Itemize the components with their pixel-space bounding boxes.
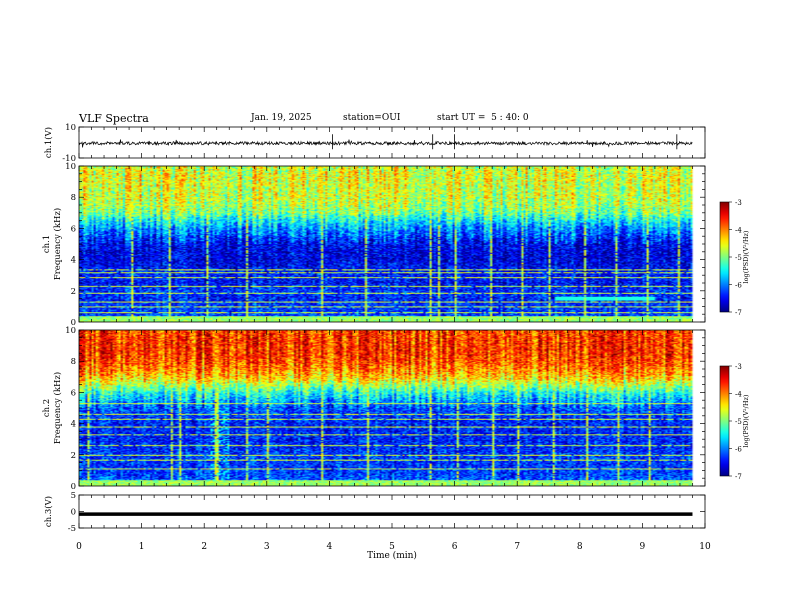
x-axis-label: Time (min)	[367, 550, 417, 561]
x-tick-label: 10	[699, 542, 711, 552]
spectrogram-image-1	[79, 166, 705, 322]
y-tick-label: 10	[65, 326, 76, 336]
colorbar-label: log(PSD)(V²/Hz)	[742, 394, 750, 447]
start-time-label: start UT = 5 : 40: 0	[437, 113, 529, 123]
y-tick-label: 6	[71, 388, 76, 398]
y-tick-label: 0	[71, 482, 76, 492]
y-tick-label: 4	[71, 256, 76, 266]
series-line	[78, 139, 693, 148]
y-tick-label: -5	[68, 524, 76, 534]
figure-title: VLF Spectra	[79, 112, 149, 125]
y-tick-label: 5	[71, 491, 76, 501]
channel-label: ch.2	[42, 399, 52, 417]
colorbar-label: log(PSD)(V²/Hz)	[742, 230, 750, 283]
x-tick-label: 2	[201, 542, 207, 552]
y-tick-label: 0	[71, 508, 76, 518]
colorbar-tick-label: -3	[735, 363, 742, 371]
y-tick-label: -10	[62, 154, 76, 164]
y-tick-label: 2	[71, 451, 76, 461]
x-tick-label: 8	[577, 542, 583, 552]
station-label: station=OUI	[343, 113, 401, 123]
x-tick-label: 7	[514, 542, 520, 552]
y-axis-label: ch.1(V)	[43, 127, 54, 158]
channel-label: ch.1	[42, 235, 52, 253]
date-label: Jan. 19, 2025	[251, 113, 312, 123]
colorbar-tick-label: -5	[735, 418, 742, 426]
x-tick-label: 6	[452, 542, 458, 552]
y-tick-label: 8	[71, 357, 76, 367]
y-axis-label: ch.3(V)	[43, 496, 54, 527]
spectrogram-image-2	[79, 330, 705, 486]
colorbar-1	[719, 201, 730, 313]
x-tick-label: 1	[139, 542, 145, 552]
y-axis-label: Frequency (kHz)	[52, 208, 63, 280]
colorbar-tick-label: -6	[735, 446, 742, 454]
y-tick-label: 2	[71, 287, 76, 297]
colorbar-tick-label: -7	[735, 473, 742, 481]
y-tick-label: 10	[65, 162, 76, 172]
colorbar-tick-label: -7	[735, 309, 742, 317]
x-tick-label: 4	[327, 542, 333, 552]
x-tick-label: 9	[640, 542, 646, 552]
y-tick-label: 6	[71, 224, 76, 234]
colorbar-tick-label: -3	[735, 199, 742, 207]
colorbar-tick-label: -6	[735, 282, 742, 290]
colorbar-tick-label: -4	[735, 227, 742, 235]
colorbar-2	[719, 365, 730, 477]
y-tick-label: 10	[65, 123, 76, 133]
colorbar-tick-label: -4	[735, 391, 742, 399]
y-tick-label: 0	[71, 318, 76, 328]
x-tick-label: 3	[264, 542, 270, 552]
colorbar-tick-label: -5	[735, 254, 742, 262]
x-tick-label: 5	[389, 542, 395, 552]
x-tick-label: 0	[76, 542, 82, 552]
y-tick-label: 4	[71, 420, 76, 430]
y-axis-label: Frequency (kHz)	[52, 372, 63, 444]
y-tick-label: 8	[71, 193, 76, 203]
